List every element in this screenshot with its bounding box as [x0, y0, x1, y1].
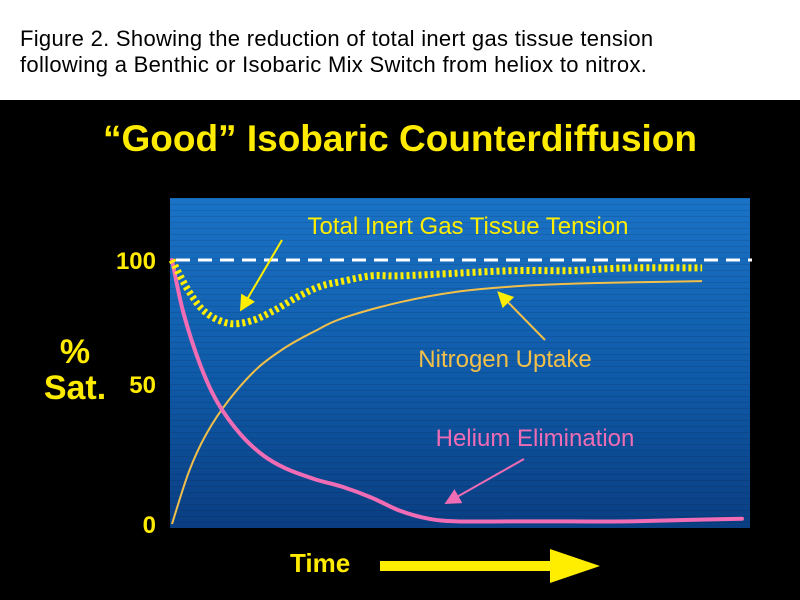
series-line-helium-elimination [170, 258, 744, 524]
annotation-total-inert-gas: Total Inert Gas Tissue Tension [307, 213, 628, 240]
series-layer [168, 258, 752, 525]
annotation-nitrogen-uptake: Nitrogen Uptake [418, 346, 591, 373]
y-axis-label-line-1: % [59, 333, 91, 371]
caption-line-2: following a Benthic or Isobaric Mix Swit… [20, 52, 648, 77]
y-axis-label: % Sat. [30, 334, 120, 406]
caption-line-1: Figure 2. Showing the reduction of total… [20, 26, 654, 51]
y-axis-label-line-2: Sat. [43, 369, 107, 407]
x-axis-label: Time [290, 548, 351, 578]
y-tick-label-0: 0 [142, 512, 156, 539]
plot-area-texture [170, 198, 750, 528]
annotation-layer: Total Inert Gas Tissue Tension Nitrogen U… [239, 213, 635, 583]
chart-title: “Good” Isobaric Counterdiffusion [102, 118, 698, 159]
figure-caption: Figure 2. Showing the reduction of total… [0, 0, 800, 100]
annotation-arrow-total [239, 239, 283, 312]
annotation-arrow-nitrogen [497, 291, 546, 341]
series-line-nitrogen-uptake [171, 280, 703, 525]
y-tick-label-100: 100 [115, 248, 156, 275]
time-arrow-head [550, 549, 600, 583]
annotation-arrow-helium [444, 458, 525, 504]
y-tick-label-50: 50 [129, 372, 156, 399]
annotation-helium-elimination: Helium Elimination [436, 425, 635, 452]
time-arrow-shaft [380, 561, 552, 571]
